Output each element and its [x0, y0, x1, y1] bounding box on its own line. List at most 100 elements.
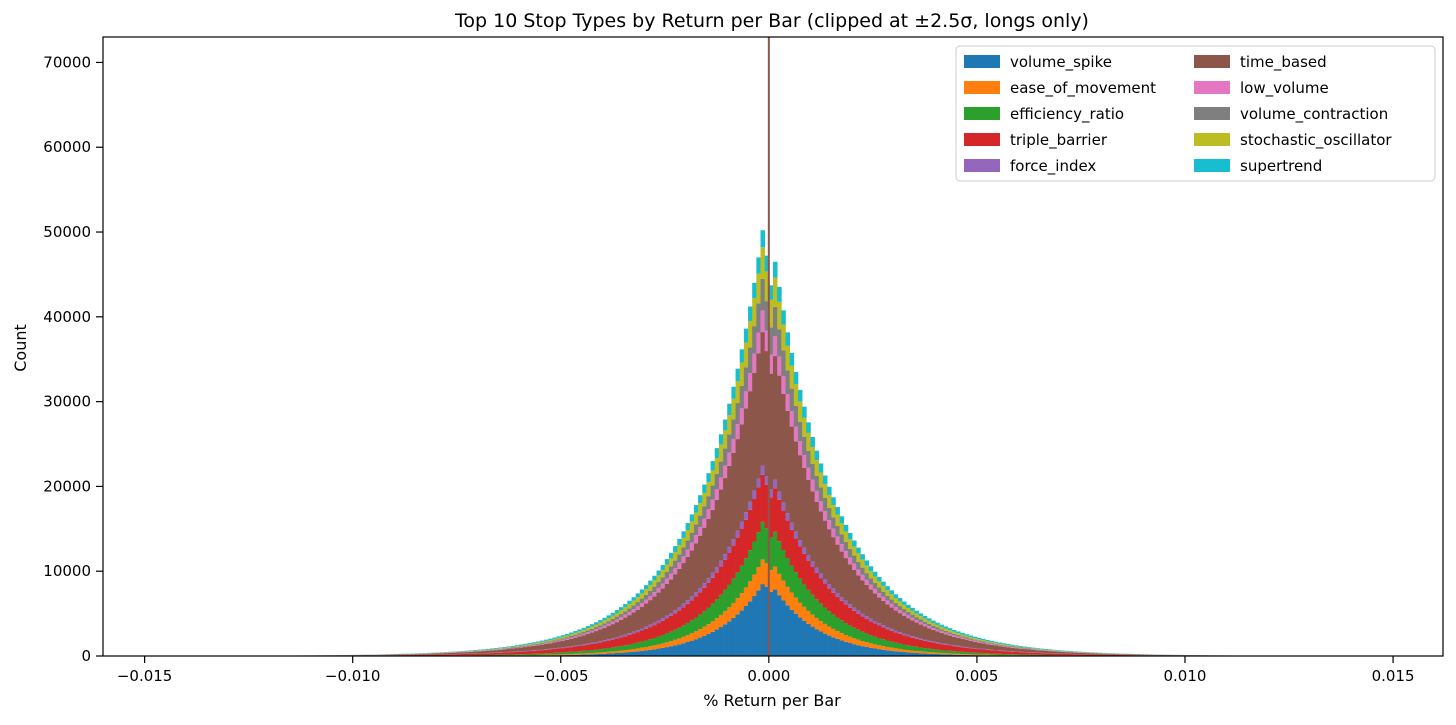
bar-time_based — [632, 612, 637, 631]
bar-supertrend — [557, 636, 562, 637]
bar-supertrend — [561, 635, 566, 637]
bar-triple_barrier — [944, 645, 949, 651]
bar-volume_contraction — [798, 422, 803, 442]
bar-triple_barrier — [865, 619, 870, 634]
bar-ease_of_movement — [885, 647, 890, 650]
bar-stochastic_oscillator — [648, 585, 653, 591]
bar-low_volume — [715, 489, 720, 500]
bar-triple_barrier — [890, 631, 895, 642]
bar-triple_barrier — [1052, 654, 1057, 656]
bar-ease_of_movement — [702, 627, 707, 636]
bar-low_volume — [1019, 648, 1024, 649]
bar-stochastic_oscillator — [731, 399, 736, 419]
bar-triple_barrier — [623, 636, 628, 645]
bar-supertrend — [665, 559, 670, 564]
bar-volume_spike — [827, 636, 832, 656]
bar-supertrend — [840, 516, 845, 523]
bar-supertrend — [777, 287, 782, 302]
bar-efficiency_ratio — [948, 651, 953, 654]
bar-force_index — [906, 635, 911, 637]
bar-stochastic_oscillator — [702, 493, 707, 506]
bar-ease_of_movement — [860, 641, 865, 646]
y-tick-label: 30000 — [43, 393, 91, 411]
bar-force_index — [690, 596, 695, 600]
bar-ease_of_movement — [852, 638, 857, 644]
bar-triple_barrier — [923, 641, 928, 648]
bar-volume_contraction — [731, 419, 736, 439]
bar-time_based — [827, 529, 832, 584]
bar-supertrend — [602, 618, 607, 621]
bar-stochastic_oscillator — [869, 571, 874, 578]
bar-supertrend — [989, 641, 994, 642]
bar-efficiency_ratio — [648, 639, 653, 646]
bar-triple_barrier — [952, 646, 957, 651]
bar-low_volume — [590, 631, 595, 633]
bar-efficiency_ratio — [569, 652, 574, 654]
bar-triple_barrier — [727, 553, 732, 585]
bar-volume_contraction — [623, 611, 628, 614]
bar-stochastic_oscillator — [573, 633, 578, 635]
bar-time_based — [652, 596, 657, 622]
bar-volume_contraction — [711, 485, 716, 499]
bar-stochastic_oscillator — [956, 633, 961, 635]
y-axis-label: Count — [11, 324, 30, 372]
bar-efficiency_ratio — [607, 648, 612, 652]
bar-triple_barrier — [919, 640, 924, 648]
bar-efficiency_ratio — [686, 623, 691, 635]
bar-volume_contraction — [706, 496, 711, 509]
bar-stochastic_oscillator — [548, 640, 553, 641]
bar-efficiency_ratio — [744, 558, 749, 587]
bar-triple_barrier — [856, 614, 861, 630]
bar-force_index — [686, 600, 691, 604]
bar-ease_of_movement — [540, 655, 545, 656]
bar-triple_barrier — [1073, 654, 1078, 655]
bar-volume_contraction — [973, 640, 978, 641]
bar-time_based — [390, 655, 395, 656]
bar-force_index — [719, 561, 724, 567]
bar-low_volume — [736, 424, 741, 439]
bar-force_index — [881, 625, 886, 627]
bar-volume_contraction — [690, 533, 695, 543]
bar-time_based — [665, 584, 670, 616]
bar-supertrend — [507, 646, 512, 647]
bar-volume_spike — [648, 650, 653, 656]
bar-volume_contraction — [927, 624, 932, 626]
bar-stochastic_oscillator — [1014, 646, 1019, 647]
bar-triple_barrier — [669, 616, 674, 632]
bar-low_volume — [540, 644, 545, 645]
bar-triple_barrier — [927, 642, 932, 649]
bar-volume_contraction — [686, 540, 691, 549]
bar-time_based — [1023, 649, 1028, 652]
bar-triple_barrier — [503, 653, 508, 655]
bar-force_index — [956, 646, 961, 647]
bar-volume_spike — [835, 639, 840, 656]
bar-efficiency_ratio — [956, 652, 961, 654]
bar-efficiency_ratio — [890, 642, 895, 648]
bar-efficiency_ratio — [602, 649, 607, 653]
bar-volume_contraction — [890, 599, 895, 604]
bar-time_based — [519, 648, 524, 652]
bar-volume_spike — [681, 643, 686, 656]
bar-volume_contraction — [648, 591, 653, 596]
bar-volume_contraction — [515, 647, 520, 648]
bar-efficiency_ratio — [885, 641, 890, 647]
bar-supertrend — [573, 631, 578, 633]
bar-supertrend — [1039, 649, 1044, 650]
bar-triple_barrier — [1048, 653, 1053, 655]
bar-force_index — [623, 635, 628, 637]
bar-stochastic_oscillator — [565, 636, 570, 638]
bar-force_index — [960, 646, 965, 647]
bar-supertrend — [527, 643, 532, 644]
bar-low_volume — [914, 620, 919, 622]
bar-supertrend — [885, 586, 890, 590]
bar-low_volume — [744, 391, 749, 408]
bar-supertrend — [590, 624, 595, 626]
bar-volume_contraction — [532, 644, 537, 645]
bar-efficiency_ratio — [523, 654, 528, 655]
bar-volume_contraction — [785, 370, 790, 394]
bar-volume_contraction — [831, 517, 836, 528]
bar-triple_barrier — [527, 651, 532, 654]
bar-force_index — [602, 640, 607, 641]
bar-low_volume — [815, 491, 820, 502]
bar-force_index — [540, 650, 545, 651]
